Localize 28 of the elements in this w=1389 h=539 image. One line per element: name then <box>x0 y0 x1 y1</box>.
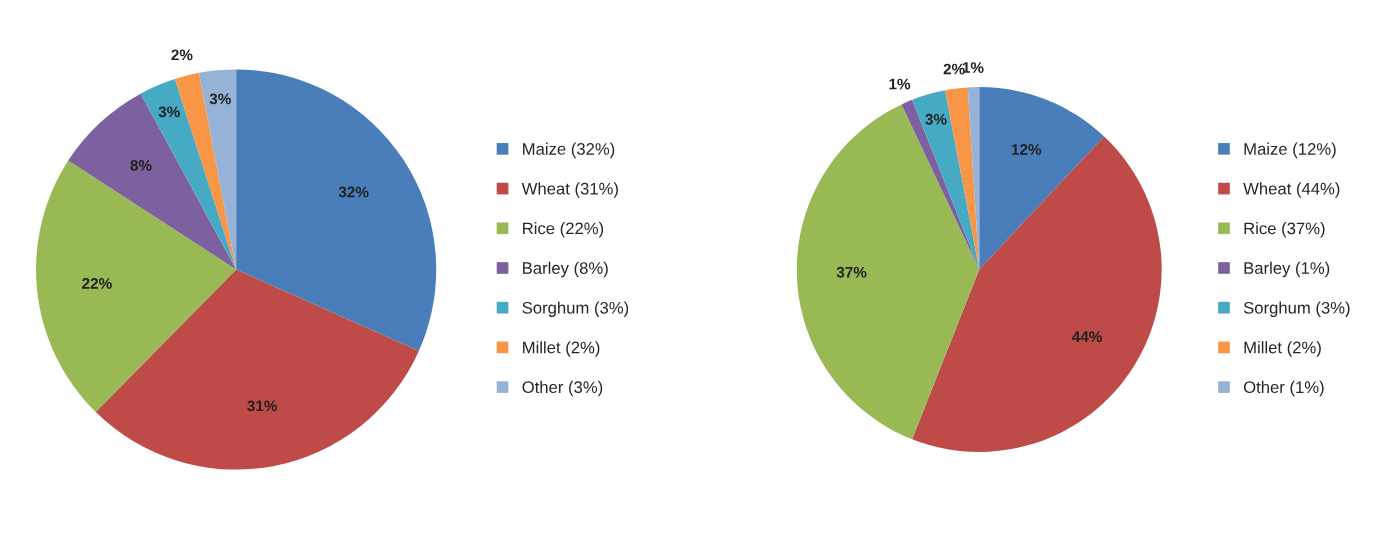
legend-label: Wheat (44%) <box>1243 182 1340 198</box>
legend-label: Sorghum (3%) <box>522 301 629 317</box>
legend-label: Wheat (31%) <box>521 182 618 198</box>
legend-label: Other (1%) <box>1243 380 1324 397</box>
legend-label: Rice (37%) <box>1244 222 1325 238</box>
legend-label: Barley (8%) <box>523 261 608 278</box>
legend-label: Millet (2%) <box>523 341 600 357</box>
data-label: 3% <box>209 93 231 105</box>
data-label: 1% <box>889 78 911 90</box>
data-label: 3% <box>158 106 180 118</box>
legend-label: Other (3%) <box>522 380 603 397</box>
data-label: 8% <box>130 159 152 171</box>
legend-label: Barley (1%) <box>1244 261 1330 278</box>
legend-label: Rice (22%) <box>523 222 604 238</box>
data-label: 37% <box>836 266 867 278</box>
data-label: 1% <box>962 62 984 73</box>
data-label: 22% <box>82 278 112 289</box>
data-label: 3% <box>925 113 947 125</box>
data-label: 2% <box>171 49 193 61</box>
data-label: 44% <box>1072 331 1102 342</box>
data-label: 12% <box>1011 144 1042 155</box>
legend-label: Millet (2%) <box>1244 341 1321 357</box>
legend-label: Sorghum (3%) <box>1243 301 1350 317</box>
legend-label: Maize (32%) <box>523 142 615 159</box>
legend-label: Maize (12%) <box>1244 142 1336 159</box>
data-label: 32% <box>338 186 369 198</box>
data-label: 31% <box>247 400 278 412</box>
data-label: 2% <box>943 63 965 75</box>
